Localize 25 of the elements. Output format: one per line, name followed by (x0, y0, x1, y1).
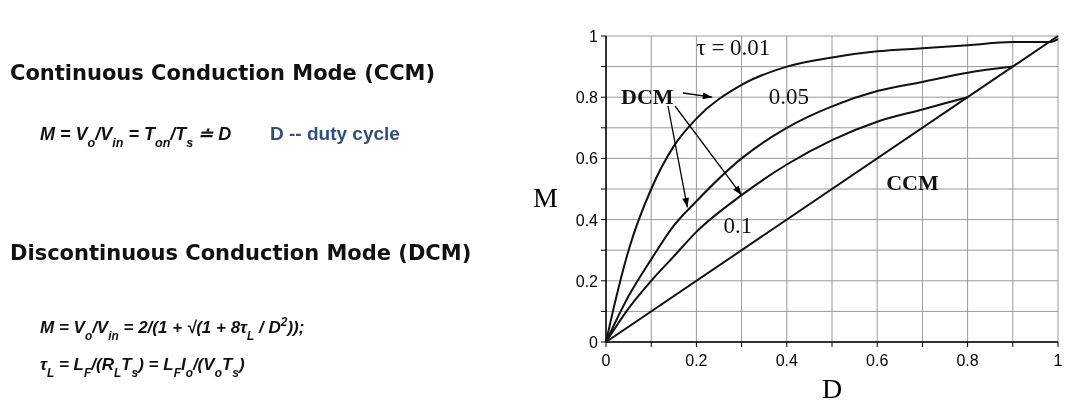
x-tick-label: 0 (601, 352, 611, 369)
y-tick-label: 0.2 (575, 272, 599, 290)
x-tick-label: 0.6 (866, 352, 889, 369)
series-label: CCM (886, 169, 940, 195)
x-axis-title: D (821, 373, 843, 404)
text: M = V$_{o}$/V$_{in}$ = T$_{on}$/T$_{s}$ ≐ D (40, 124, 232, 150)
text: D -- duty cycle (270, 123, 400, 144)
y-axis-title: M (533, 182, 559, 213)
x-tick-label: 0.8 (956, 352, 979, 369)
text: Continuous Conduction Mode (CCM) (10, 61, 436, 85)
series-label: 0.05 (768, 84, 809, 110)
x-tick-label: 1 (1053, 352, 1063, 369)
x-tick-label: 0.4 (775, 352, 799, 369)
y-tick-label: 0.8 (575, 89, 599, 107)
text: τ$_{L}$ = L$_{F}$/(R$_{L}$T$_{s}$) = L$_{F}$I$_{o}$/(V$_{o}$T$_{s}$) (40, 355, 245, 380)
annotation: DCM (621, 84, 674, 109)
y-tick-label: 1 (589, 28, 599, 45)
x-tick-label: 0.2 (685, 352, 708, 369)
series-label: 0.1 (723, 212, 753, 238)
text: M = V$_{o}$/V$_{in}$ = 2/(1 + √(1 + 8τ$_{L}$ / D$^{2}$)); (40, 315, 305, 343)
text: Discontinuous Conduction Mode (DCM) (10, 241, 472, 265)
series-label: τ = 0.01 (696, 35, 771, 61)
y-tick-label: 0.6 (575, 150, 599, 168)
y-tick-label: 0 (589, 334, 599, 351)
y-tick-label: 0.4 (575, 211, 599, 229)
